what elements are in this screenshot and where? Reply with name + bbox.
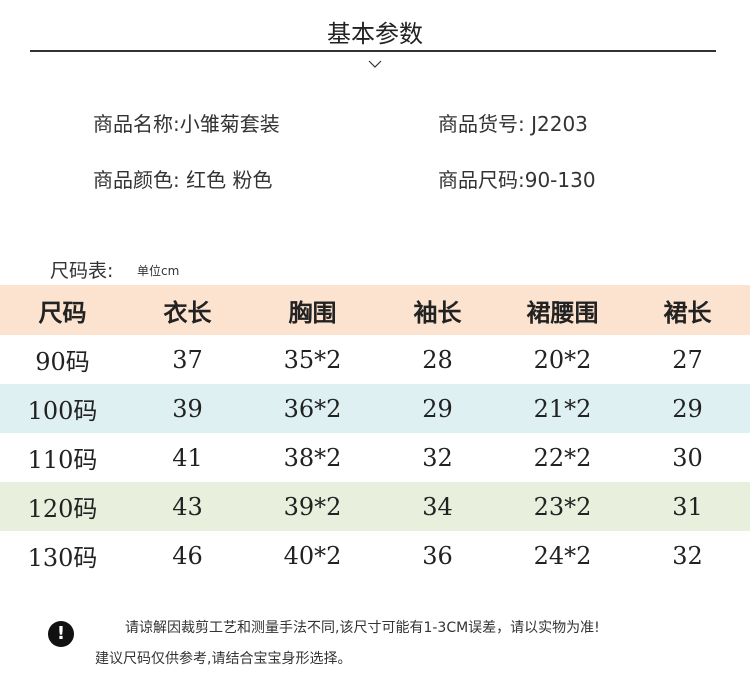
table-cell: 32 xyxy=(422,443,453,472)
table-cell: 31 xyxy=(625,482,750,531)
table-cell: 120码 xyxy=(0,482,125,531)
table-row: 110码 41 38*2 32 22*2 30 xyxy=(0,433,750,482)
info-item: 商品名称:小雏菊套装 xyxy=(93,112,280,136)
size-unit: 单位cm xyxy=(137,264,180,278)
table-cell: 21*2 xyxy=(500,384,625,433)
table-cell: 29 xyxy=(625,384,750,433)
header-cell: 裙长 xyxy=(625,285,750,335)
header-cell: 尺码 xyxy=(0,285,125,335)
header-row: 尺码 衣长 胸围 袖长 裙腰围 裙长 xyxy=(0,285,750,335)
table-cell: 34 xyxy=(375,482,500,531)
chevron xyxy=(368,60,382,68)
note: 请谅解因裁剪工艺和测量手法不同,该尺寸可能有1-3CM误差，请以实物为准! xyxy=(125,620,600,636)
divider xyxy=(30,50,716,52)
table-row: 90码 37 35*2 28 20*2 27 xyxy=(0,335,750,384)
table-row: 130码 46 40*2 36 24*2 32 xyxy=(0,531,750,580)
table-cell: 110码 xyxy=(27,446,98,474)
table-cell: 23*2 xyxy=(500,482,625,531)
table-cell: 35*2 xyxy=(283,345,342,374)
warning-icon: ! xyxy=(48,621,74,647)
table-cell: 41 xyxy=(172,443,203,472)
header-cell: 衣长 xyxy=(125,285,250,335)
table-cell: 20*2 xyxy=(533,345,592,374)
header-cell: 胸围 xyxy=(250,285,375,335)
info-item: 商品货号: J2203 xyxy=(438,112,588,136)
size-table: 尺码 衣长 胸围 袖长 裙腰围 裙长 90码 37 35*2 28 20*2 27 100码 39 36*2… xyxy=(0,285,750,580)
table-cell: 43 xyxy=(125,482,250,531)
table-cell: 40*2 xyxy=(283,541,342,570)
table-cell: 39*2 xyxy=(250,482,375,531)
table-cell: 46 xyxy=(172,541,203,570)
title: 基本参数 xyxy=(327,20,423,48)
table-cell: 32 xyxy=(672,541,703,570)
info-item: 商品尺码:90-130 xyxy=(438,168,596,192)
table-cell: 24*2 xyxy=(533,541,592,570)
header-cell: 裙腰围 xyxy=(500,285,625,335)
table-cell: 30 xyxy=(672,443,703,472)
table-cell: 39 xyxy=(125,384,250,433)
table-cell: 130码 xyxy=(27,544,98,572)
note: 建议尺码仅供参考,请结合宝宝身形选择。 xyxy=(95,651,352,667)
header-cell: 袖长 xyxy=(375,285,500,335)
table-cell: 90码 xyxy=(35,348,90,376)
table-cell: 27 xyxy=(672,345,703,374)
table-cell: 38*2 xyxy=(283,443,342,472)
table-cell: 36 xyxy=(422,541,453,570)
table-cell: 37 xyxy=(172,345,203,374)
table-cell: 100码 xyxy=(0,384,125,433)
table-cell: 22*2 xyxy=(533,443,592,472)
size-label: 尺码表: xyxy=(50,260,114,282)
table-cell: 36*2 xyxy=(250,384,375,433)
table-row: 120码 43 39*2 34 23*2 31 xyxy=(0,482,750,531)
table-row: 100码 39 36*2 29 21*2 29 xyxy=(0,384,750,433)
info-item: 商品颜色: 红色 粉色 xyxy=(93,168,273,192)
table-cell: 29 xyxy=(375,384,500,433)
table-cell: 28 xyxy=(422,345,453,374)
